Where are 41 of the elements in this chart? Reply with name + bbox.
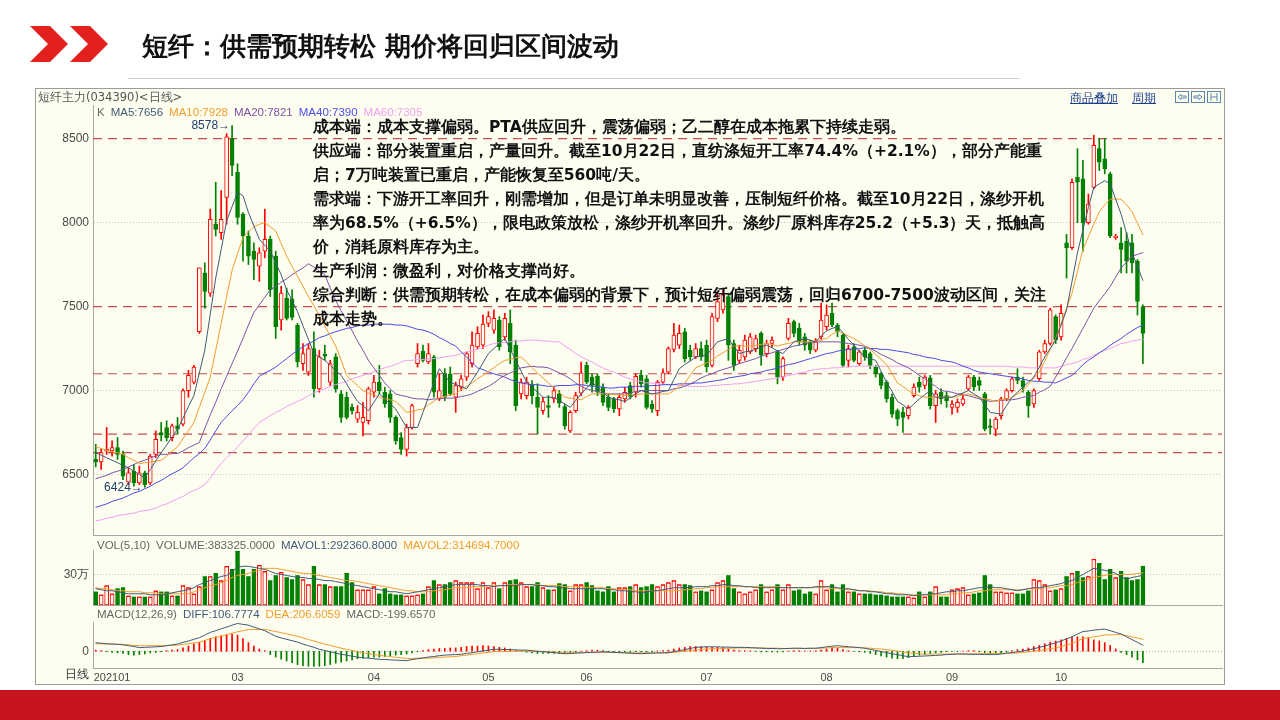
annotation: 生产利润：微盈利，对价格支撑尚好。 xyxy=(313,261,586,282)
text: MACD:-199.6570 xyxy=(346,608,436,620)
annotation: 成本端：成本支撑偏弱。PTA供应回升，震荡偏弱；乙二醇在成本拖累下持续走弱。 xyxy=(313,117,907,138)
y-tick-label: 8500 xyxy=(62,130,90,145)
x-tick-label: 202101 xyxy=(93,670,131,683)
annotation: 商品叠加 xyxy=(1070,90,1118,107)
x-tick-label: 07 xyxy=(700,670,713,683)
x-tick-label: 08 xyxy=(820,670,833,683)
annotation: 8578→ xyxy=(191,117,231,132)
annotation: 周期 xyxy=(1132,90,1156,107)
chart-title: VOL(5,10) xyxy=(97,539,151,551)
series-label: DIFF:106.7774 xyxy=(182,608,260,620)
series-label: MAVOL1:292360.8000 xyxy=(280,539,398,551)
x-tick-label: 09 xyxy=(945,670,959,683)
text: MAVOL2:314694.7000 xyxy=(403,539,520,551)
x-tick-label: 04 xyxy=(367,670,381,683)
series-label: DEA:206.6059 xyxy=(265,608,341,620)
annotation: 6424→ xyxy=(104,479,143,494)
y-tick-label: 30万 xyxy=(63,566,89,581)
text: MA60:7305 xyxy=(363,106,423,118)
y-tick-label: 7000 xyxy=(62,382,90,397)
text: MA20:7821 xyxy=(233,106,293,118)
y-tick-label: 6500 xyxy=(62,466,90,481)
y-tick-label: 7500 xyxy=(62,298,90,313)
annotation: 供应端：部分装置重启，产量回升。截至10月22日，直纺涤短开工率74.4%（+2.1%），部分产能重启；7万吨装置已重启，产能恢复至560吨/天。 xyxy=(313,141,1043,186)
annotation: VOLUME:383325.0000 xyxy=(156,539,275,551)
legend-title: K xyxy=(97,106,105,118)
text: MA40:7390 xyxy=(298,106,358,118)
text: MA5:7656 xyxy=(110,106,164,118)
y-tick-label: 8000 xyxy=(62,214,90,229)
x-tick-label: 10 xyxy=(1054,670,1068,683)
x-tick-label: 05 xyxy=(482,670,495,683)
ref-line-label: 0 xyxy=(82,643,90,658)
x-tick-label: 06 xyxy=(580,670,593,683)
chart-subtitle: 短纤主力(034390)<日线> xyxy=(38,90,183,105)
x-axis-title: 日线 xyxy=(64,666,89,683)
chart-title: 短纤：供需预期转松 期价将回归区间波动 xyxy=(142,30,620,63)
text: MA10:7928 xyxy=(169,106,228,118)
chart-title: MACD(12,26,9) xyxy=(97,608,177,620)
x-tick-label: 03 xyxy=(231,670,244,683)
annotation: 需求端：下游开工率回升，刚需增加，但是订单未明显改善，压制短纤价格。截至10月22日，涤纱开机率为68.5%（+6.5%），限电政策放松，涤纱开机率回升。涤纱厂原料库存25.2（+5.3）天，抵触高价，消耗原料库存为主。 xyxy=(313,189,1047,258)
